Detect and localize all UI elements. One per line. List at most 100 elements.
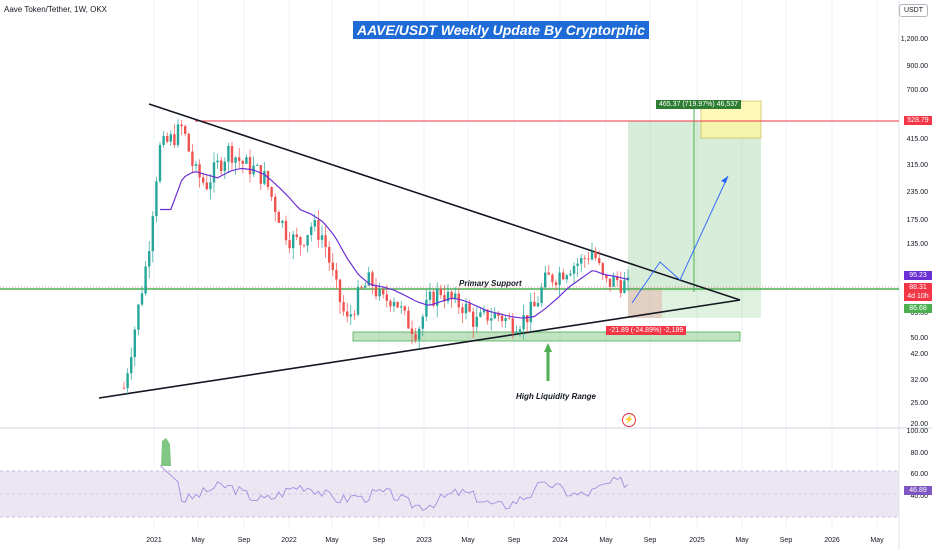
candle-body xyxy=(551,274,554,283)
candle-body xyxy=(212,162,216,183)
time-tick-label: Sep xyxy=(779,537,793,544)
candle-body xyxy=(608,278,612,287)
candle-body xyxy=(184,126,187,134)
candle-body xyxy=(421,316,424,329)
price-tick-label: 235.00 xyxy=(906,189,928,197)
ascending-trendline[interactable] xyxy=(98,299,741,399)
candle-body xyxy=(162,136,165,145)
candle-body xyxy=(166,136,169,142)
rsi-spike xyxy=(161,438,171,466)
candles xyxy=(122,119,630,394)
time-tick-label: May xyxy=(325,537,339,544)
candle-body xyxy=(306,235,309,246)
candle-body xyxy=(436,288,439,306)
candle-body xyxy=(317,219,320,240)
candle-body xyxy=(328,247,331,263)
candle-body xyxy=(220,160,223,171)
candle-body xyxy=(277,212,280,223)
candle-body xyxy=(148,251,151,267)
liquidity-range-box[interactable] xyxy=(352,331,741,342)
candle-body xyxy=(389,300,392,307)
price-tick-label: 50.00 xyxy=(910,334,928,342)
candle-body xyxy=(292,234,295,249)
price-tick-label: 32.00 xyxy=(910,376,928,384)
candle-body xyxy=(140,293,144,305)
candle-body xyxy=(612,276,615,287)
candle-body xyxy=(454,293,457,300)
candle-body xyxy=(522,315,525,330)
candle-body xyxy=(472,311,475,327)
candle-body xyxy=(313,219,316,227)
candle-body xyxy=(241,161,244,164)
lightning-icon[interactable]: ⚡ xyxy=(622,413,636,427)
candle-body xyxy=(205,182,208,190)
time-tick-label: May xyxy=(870,537,884,544)
price-label-2: 88.31 xyxy=(904,283,932,292)
candle-body xyxy=(572,265,576,274)
candle-body xyxy=(126,373,129,389)
candle-body xyxy=(310,226,313,236)
candle-body xyxy=(490,318,493,321)
candle-body xyxy=(558,272,561,285)
candle-body xyxy=(360,286,363,288)
candle-body xyxy=(565,275,568,280)
price-tick-label: 175.00 xyxy=(906,217,928,225)
candle-body xyxy=(587,258,590,260)
candle-body xyxy=(576,263,579,266)
price-tick-label: 700.00 xyxy=(906,86,928,94)
time-tick-label: 2025 xyxy=(689,537,705,544)
rsi-line xyxy=(159,465,629,512)
candle-body xyxy=(367,272,370,286)
candle-body xyxy=(299,236,302,246)
candle-body xyxy=(562,272,565,280)
long-position-label[interactable]: 465.37 (719.97%) 46,537 xyxy=(656,100,742,109)
time-tick-label: Sep xyxy=(372,537,386,544)
candle-body xyxy=(515,332,518,334)
candle-body xyxy=(335,269,338,280)
candle-body xyxy=(493,312,496,319)
candle-body xyxy=(407,310,410,329)
candle-body xyxy=(446,291,450,302)
candle-body xyxy=(475,316,478,327)
candle-body xyxy=(216,160,219,163)
candle-body xyxy=(500,315,504,322)
candle-body xyxy=(536,302,540,307)
candle-body xyxy=(234,157,237,163)
descending-trendline[interactable] xyxy=(148,103,741,301)
price-tick-label: 20.00 xyxy=(910,421,928,428)
candle-body xyxy=(400,306,403,308)
candle-body xyxy=(144,266,147,294)
candle-body xyxy=(504,317,507,322)
candle-body xyxy=(601,263,604,275)
time-tick-label: May xyxy=(735,537,749,544)
currency-badge[interactable]: USDT xyxy=(898,4,928,17)
primary-support-label: Primary Support xyxy=(459,279,522,288)
candle-body xyxy=(256,165,259,166)
moving-average-line xyxy=(160,167,629,319)
candle-body xyxy=(187,133,190,152)
candle-body xyxy=(410,328,414,335)
candle-body xyxy=(594,251,597,259)
rsi-tick-label: 100.00 xyxy=(906,428,928,435)
high-liquidity-label: High Liquidity Range xyxy=(516,392,596,401)
symbol-header: Aave Token/Tether, 1W, OKX xyxy=(4,5,108,14)
candle-body xyxy=(209,182,212,190)
time-tick-label: 2021 xyxy=(146,537,162,544)
candle-body xyxy=(155,181,158,217)
candle-body xyxy=(320,235,324,240)
price-tick-label: 900.00 xyxy=(906,63,928,71)
candle-body xyxy=(432,291,435,306)
candle-body xyxy=(450,291,453,300)
projection-path xyxy=(631,175,729,304)
time-tick-label: May xyxy=(191,537,205,544)
price-label-1: 95.23 xyxy=(904,271,932,280)
candle-body xyxy=(374,286,378,297)
candle-body xyxy=(266,171,270,188)
candle-body xyxy=(605,274,608,279)
candle-body xyxy=(230,145,234,163)
short-position-label[interactable]: -21.89 (-24.89%) -2,189 xyxy=(606,326,687,335)
price-tick-label: 65.00 xyxy=(910,310,928,318)
candle-body xyxy=(349,314,352,317)
candle-body xyxy=(382,289,385,295)
